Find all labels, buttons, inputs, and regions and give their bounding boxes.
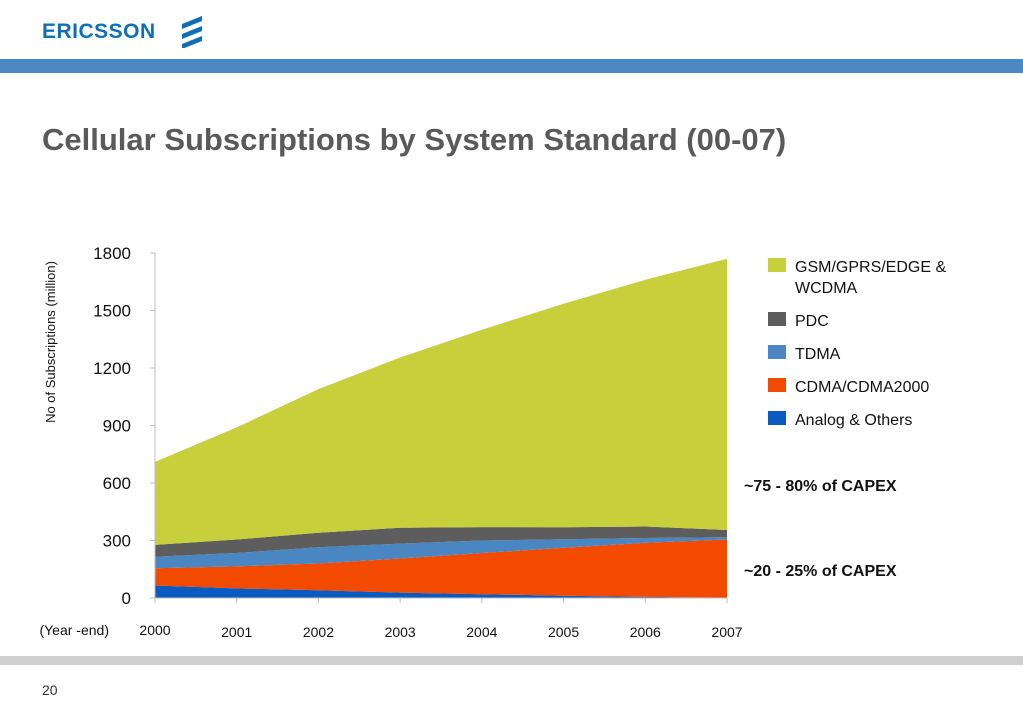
y-tick-label: 900 [103, 417, 131, 436]
legend-swatch-0 [768, 258, 786, 272]
area-series-0 [155, 585, 727, 598]
legend-swatch-4 [768, 411, 786, 425]
page-number: 20 [42, 682, 58, 698]
y-tick-label: 1200 [93, 359, 131, 378]
x-tick-label: 2007 [711, 624, 742, 640]
y-tick-label: 1500 [93, 302, 131, 321]
x-tick-label: 2006 [630, 624, 661, 640]
area-series-1 [155, 539, 727, 598]
legend-label-2: TDMA [795, 346, 841, 363]
legend-swatch-2 [768, 345, 786, 359]
legend-label-4: Analog & Others [795, 412, 912, 429]
legend-label-3: CDMA/CDMA2000 [795, 379, 929, 396]
x-tick-label: 2005 [548, 624, 579, 640]
capex-annotation-0: ~75 - 80% of CAPEX [744, 478, 897, 495]
footer-bar [0, 656, 1023, 665]
legend-label-0: WCDMA [795, 280, 858, 297]
x-tick-label: 2000 [139, 622, 170, 638]
x-axis-label: (Year -end) [39, 622, 109, 638]
area-series-2 [155, 537, 727, 569]
x-tick-label: 2001 [221, 624, 252, 640]
chart-annotations: ~75 - 80% of CAPEX ~20 - 25% of CAPEX [744, 478, 897, 580]
capex-annotation-1: ~20 - 25% of CAPEX [744, 563, 897, 580]
x-tick-label: 2002 [303, 624, 334, 640]
header-bar [0, 59, 1023, 73]
area-series-4 [155, 258, 727, 545]
logo-text: ERICSSON [42, 20, 156, 43]
ericsson-logo: ERICSSON [42, 14, 212, 50]
chart-areas [155, 258, 727, 598]
area-series-3 [155, 526, 727, 557]
x-tick-label: 2004 [466, 624, 497, 640]
legend-swatch-1 [768, 312, 786, 326]
legend-label-1: PDC [795, 313, 829, 330]
y-tick-label: 0 [122, 589, 131, 608]
ericsson-stripes-icon [182, 16, 202, 48]
legend-label-0: GSM/GPRS/EDGE & [795, 259, 946, 276]
y-axis-label: No of Subscriptions (million) [43, 261, 58, 423]
chart-legend: GSM/GPRS/EDGE & WCDMA PDC TDMA CDMA/CDMA2000… [768, 258, 946, 429]
y-tick-label: 300 [103, 532, 131, 551]
chart-axes: 0 300 600 900 1200 1500 1800 2000 2001 2002 2003 20… [39, 244, 742, 640]
slide-title: Cellular Subscriptions by System Standar… [42, 122, 787, 157]
y-tick-label: 1800 [93, 244, 131, 263]
y-tick-label: 600 [103, 474, 131, 493]
legend-swatch-3 [768, 378, 786, 392]
x-tick-label: 2003 [385, 624, 416, 640]
